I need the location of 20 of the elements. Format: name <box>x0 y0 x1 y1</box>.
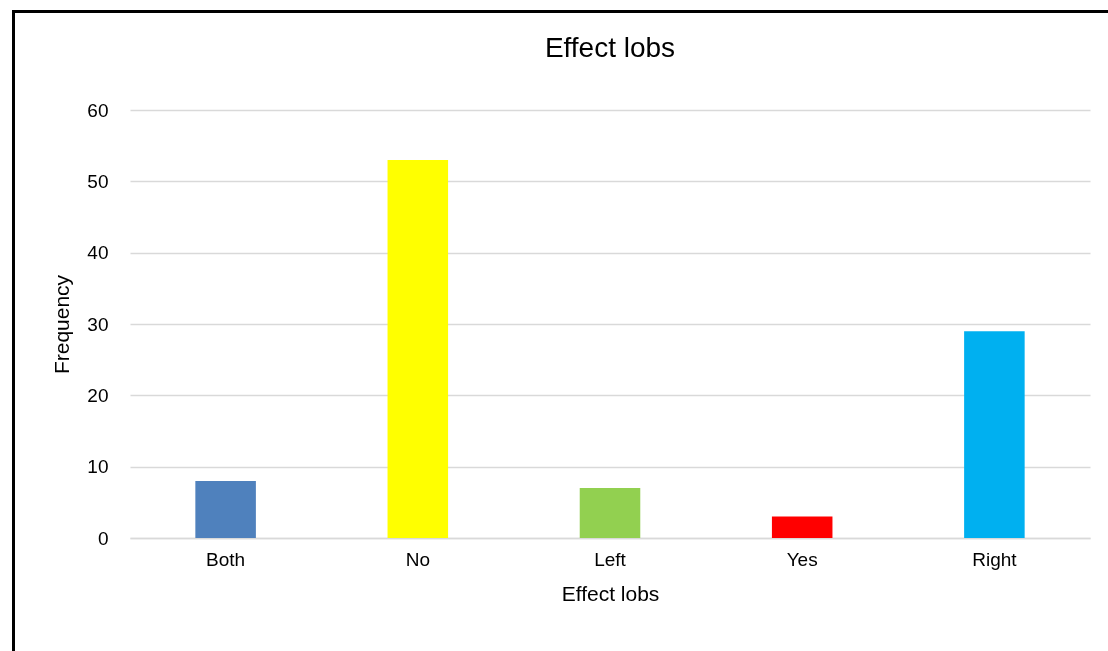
bar <box>771 516 833 538</box>
x-tick-label: No <box>405 548 430 570</box>
bar <box>579 488 641 538</box>
y-tick-label: 20 <box>87 384 109 406</box>
bar <box>387 159 449 538</box>
y-tick-label: 50 <box>87 170 109 192</box>
y-tick-label: 0 <box>97 527 109 549</box>
y-axis-title: Frequency <box>50 274 74 375</box>
x-tick-label: Yes <box>786 548 818 570</box>
x-axis-title: Effect lobs <box>561 581 660 605</box>
bar <box>195 480 256 538</box>
y-tick-label: 40 <box>87 242 109 264</box>
x-tick-label: Right <box>972 548 1018 570</box>
x-tick-label: Both <box>206 548 246 570</box>
y-tick-label: 10 <box>87 456 109 478</box>
y-tick-label: 30 <box>87 313 109 335</box>
chart-title: Effect lobs <box>544 32 676 63</box>
x-tick-label: Left <box>594 548 627 570</box>
bar <box>964 331 1025 538</box>
y-tick-label: 60 <box>87 99 109 121</box>
